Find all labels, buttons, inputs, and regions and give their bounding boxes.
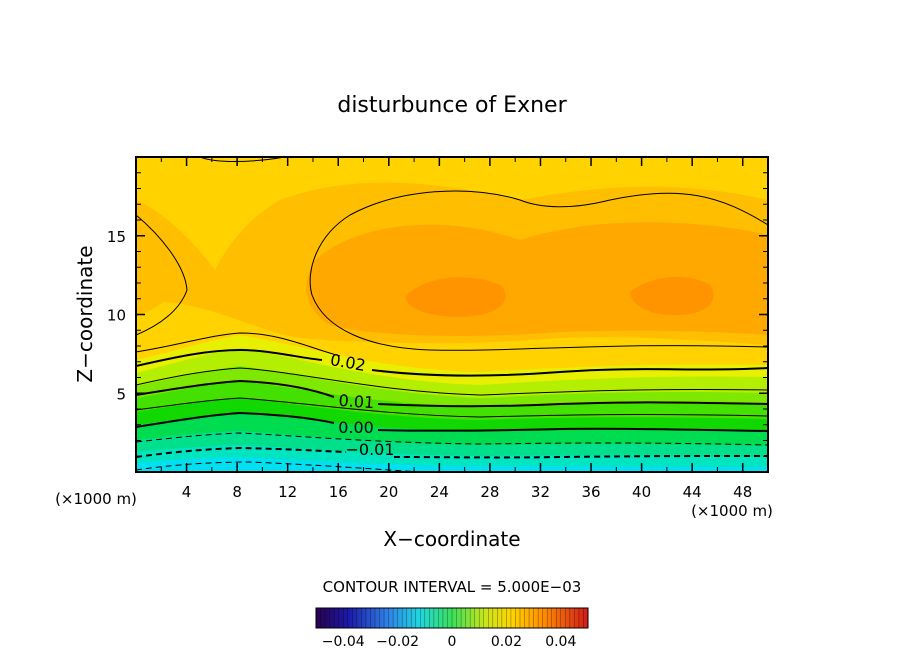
- x-tick-label: 8: [232, 483, 242, 501]
- contour-line-0.025: [136, 332, 341, 357]
- x-tick-label: 12: [278, 483, 297, 501]
- y-tick-label: 15: [107, 228, 126, 246]
- colorbar-tick-labels: −0.04 −0.02 0 0.02 0.04: [322, 634, 577, 650]
- y-tick-label: 5: [116, 385, 126, 403]
- contour-line-top-dip: [199, 157, 286, 162]
- y-axis-label: Z−coordinate: [73, 245, 97, 382]
- fill-band-inner-orange: [306, 222, 768, 336]
- contour-line-0.00: [136, 411, 768, 432]
- contour-line-neg-0.015: [136, 461, 421, 472]
- contour-lines: [136, 157, 768, 472]
- contour-label: 0.01: [338, 391, 375, 412]
- colorbar-tick-label: 0.04: [545, 634, 576, 650]
- x-tick-label: 48: [733, 483, 752, 501]
- x-tick-label: 32: [531, 483, 550, 501]
- fill-band-left-edge: [136, 245, 165, 315]
- fill-band-cyan: [136, 457, 768, 472]
- x-axis-ticks: 4 8 12 16 20 24 28 32 36 40 44 48: [160, 157, 752, 501]
- x-tick-label: 16: [329, 483, 348, 501]
- y-tick-label: 10: [107, 307, 126, 325]
- fill-band-core-left: [405, 277, 506, 317]
- contour-line-0.01: [136, 379, 768, 408]
- contour-line-0.015: [136, 367, 768, 396]
- contour-line-upper-right: [309, 190, 768, 351]
- contour-label: −0.01: [345, 440, 394, 459]
- x-tick-label: 24: [430, 483, 449, 501]
- colorbar-tick-label: −0.02: [376, 634, 419, 650]
- x-tick-label: 4: [182, 483, 192, 501]
- colorbar-stripes: [320, 608, 584, 628]
- x-tick-label: 28: [480, 483, 499, 501]
- x-tick-label: 44: [683, 483, 702, 501]
- colorbar-tick-label: 0.02: [491, 634, 522, 650]
- x-tick-label: 40: [632, 483, 651, 501]
- contour-interval-text: CONTOUR INTERVAL = 5.000E−03: [323, 578, 582, 596]
- chart-title: disturbunce of Exner: [337, 93, 567, 118]
- contour-fill: [136, 157, 768, 472]
- contour-line-0.02: [136, 348, 768, 377]
- y-axis-unit: (×1000 m): [55, 490, 137, 508]
- colorbar-tick-label: 0: [448, 634, 457, 650]
- contour-line-neg-0.01: [136, 446, 768, 459]
- x-axis-label: X−coordinate: [383, 527, 520, 551]
- contour-label-group: 0.02 0.01 0.00 −0.01: [329, 350, 395, 459]
- fill-band-core-right: [630, 276, 714, 316]
- colorbar-tick-label: −0.04: [322, 634, 365, 650]
- colorbar: −0.04 −0.02 0 0.02 0.04: [315, 607, 589, 650]
- contour-label: 0.00: [338, 418, 374, 437]
- contour-line-upper-left: [136, 214, 188, 336]
- x-tick-label: 20: [379, 483, 398, 501]
- contour-line-neg-0.005: [136, 432, 768, 446]
- x-axis-unit: (×1000 m): [691, 502, 773, 520]
- y-axis-ticks: 5 10 15: [107, 172, 768, 457]
- contour-line-0.005: [136, 397, 768, 418]
- x-tick-label: 36: [581, 483, 600, 501]
